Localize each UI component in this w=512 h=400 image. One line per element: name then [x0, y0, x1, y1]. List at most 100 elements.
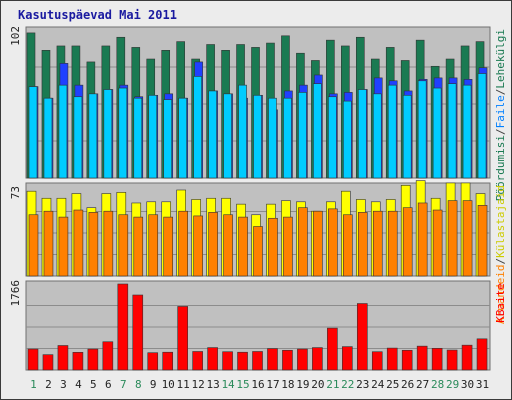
panel-bottom: 1766 KBaite	[9, 280, 507, 371]
bar-Aruandeid-27	[417, 202, 428, 277]
bar-Aruandeid-11	[178, 210, 188, 277]
bar-KBaite-26	[401, 349, 413, 371]
bar-Faile-29	[447, 83, 457, 179]
bar-Faile-19	[298, 92, 307, 179]
bar-KBaite-24	[371, 351, 383, 371]
bar-Faile-24	[372, 93, 382, 179]
bar-Aruandeid-18	[283, 216, 293, 277]
legend-item-top-0: Pöördumisi	[494, 135, 507, 201]
x-tick-label-19: 19	[296, 378, 309, 391]
bar-Faile-16	[253, 94, 262, 179]
bar-Aruandeid-29	[447, 200, 458, 277]
y-max-label-bottom: 1766	[9, 280, 22, 307]
bar-Aruandeid-1	[28, 214, 39, 277]
bar-KBaite-31	[476, 338, 488, 371]
bar-KBaite-22	[342, 346, 353, 371]
bar-Faile-8	[133, 97, 143, 179]
legend-item-middle-0: Aruandeid	[494, 264, 507, 324]
bar-Aruandeid-30	[462, 200, 473, 277]
bar-KBaite-21	[327, 327, 338, 371]
bar-Faile-14	[223, 93, 232, 179]
x-tick-label-15: 15	[236, 378, 249, 391]
bar-Faile-4	[73, 96, 83, 179]
bar-Faile-25	[387, 84, 397, 179]
bar-KBaite-29	[446, 349, 458, 371]
bar-KBaite-20	[312, 347, 323, 371]
bar-KBaite-10	[162, 351, 174, 371]
bar-KBaite-19	[297, 348, 308, 371]
x-tick-label-30: 30	[461, 378, 474, 391]
bar-Aruandeid-22	[343, 214, 353, 277]
bar-KBaite-25	[386, 347, 398, 371]
bar-Aruandeid-28	[432, 209, 443, 277]
x-tick-label-26: 26	[401, 378, 414, 391]
bar-Faile-17	[268, 97, 277, 179]
bar-Faile-10	[163, 99, 173, 179]
bar-Faile-2	[43, 97, 53, 179]
x-tick-label-10: 10	[162, 378, 175, 391]
bar-Faile-20	[313, 83, 322, 179]
bar-KBaite-28	[431, 348, 443, 371]
x-axis: 1 2 3 4 5 6 7 8 9 10 11 12 13 14 15 16 17 18 19 20 21 22 23 24 2…	[30, 378, 489, 391]
bar-Aruandeid-9	[148, 214, 159, 277]
bar-KBaite-5	[87, 348, 99, 371]
bar-KBaite-17	[267, 348, 278, 371]
bar-KBaite-6	[102, 341, 114, 371]
bar-Aruandeid-24	[372, 210, 383, 277]
bar-Aruandeid-7	[118, 214, 129, 277]
bar-Aruandeid-12	[193, 215, 203, 277]
x-tick-label-21: 21	[326, 378, 339, 391]
legend-item-top-3: /	[494, 89, 507, 96]
bar-KBaite-1	[27, 348, 39, 371]
x-tick-label-13: 13	[206, 378, 219, 391]
bar-KBaite-8	[132, 294, 144, 371]
x-tick-label-23: 23	[356, 378, 369, 391]
bar-Aruandeid-2	[43, 210, 54, 277]
x-tick-label-20: 20	[311, 378, 324, 391]
legend-middle: Aruandeid/Külastajaid	[494, 185, 507, 324]
bar-Aruandeid-15	[238, 216, 248, 277]
x-tick-label-2: 2	[45, 378, 52, 391]
x-tick-label-11: 11	[177, 378, 190, 391]
chart-title: Kasutuspäevad Mai 2011	[18, 8, 177, 22]
bar-Aruandeid-20	[313, 210, 323, 277]
bar-Aruandeid-8	[133, 216, 144, 277]
bar-Aruandeid-23	[357, 212, 368, 277]
bar-Faile-1	[28, 86, 38, 179]
bar-KBaite-14	[222, 351, 233, 371]
x-tick-label-1: 1	[30, 378, 37, 391]
bar-Aruandeid-13	[208, 212, 218, 277]
legend-item-bottom-0: KBaite	[494, 283, 507, 323]
bar-KBaite-27	[416, 345, 428, 371]
x-tick-label-28: 28	[431, 378, 444, 391]
bar-Faile-3	[58, 84, 68, 179]
bar-Faile-23	[357, 89, 367, 179]
bar-Aruandeid-21	[328, 208, 338, 277]
x-tick-label-16: 16	[251, 378, 264, 391]
bar-Aruandeid-19	[298, 207, 308, 277]
x-tick-label-3: 3	[60, 378, 67, 391]
bar-Faile-13	[208, 90, 217, 179]
x-tick-label-31: 31	[476, 378, 489, 391]
legend-item-top-1: /	[494, 128, 507, 135]
x-tick-label-7: 7	[120, 378, 127, 391]
bar-Aruandeid-25	[387, 210, 398, 277]
legend-item-middle-1: /	[494, 258, 507, 265]
bar-Aruandeid-5	[88, 212, 99, 277]
y-max-label-top: 102	[9, 26, 22, 46]
x-tick-label-6: 6	[105, 378, 112, 391]
bar-Faile-11	[178, 97, 187, 179]
bar-Faile-26	[402, 94, 412, 179]
x-tick-label-18: 18	[281, 378, 294, 391]
y-max-label-middle: 73	[9, 186, 22, 199]
bar-Faile-22	[343, 100, 352, 179]
bar-Aruandeid-14	[223, 214, 233, 277]
x-tick-label-24: 24	[371, 378, 385, 391]
bar-KBaite-13	[207, 347, 218, 371]
bar-KBaite-23	[356, 303, 368, 371]
bar-KBaite-30	[461, 344, 473, 371]
x-tick-label-22: 22	[341, 378, 354, 391]
bar-KBaite-7	[117, 283, 129, 371]
legend-bottom: KBaite	[494, 283, 507, 323]
bar-Faile-28	[432, 87, 442, 179]
